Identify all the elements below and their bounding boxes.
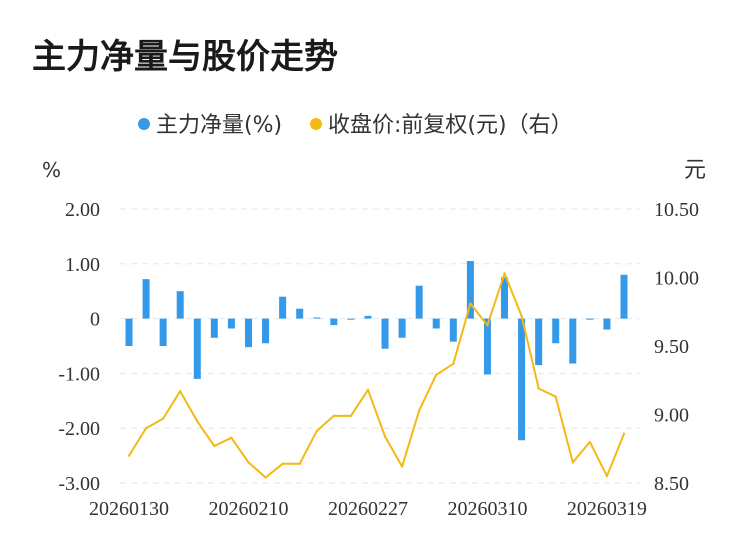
close-price-point: [400, 465, 404, 468]
main-force-bar: [552, 318, 560, 344]
close-price-line: [128, 272, 625, 479]
left-tick-label: 0: [90, 309, 100, 331]
x-tick-label: 20260319: [567, 498, 647, 520]
main-force-bar: [313, 317, 321, 319]
main-force-bar: [415, 285, 423, 319]
x-tick-label: 20260310: [447, 498, 527, 520]
close-price-point: [332, 414, 336, 418]
main-force-bar: [159, 318, 167, 346]
main-force-bar: [603, 318, 611, 330]
legend: 主力净量(%) 收盘价:前复权(元)（右）: [138, 113, 573, 138]
main-force-bar: [432, 318, 440, 329]
close-price-point: [281, 462, 284, 466]
legend-label-main-force: 主力净量(%): [156, 113, 282, 138]
left-tick-label: -2.00: [58, 418, 100, 440]
right-tick-label: 10.50: [654, 199, 699, 221]
close-price-point: [503, 272, 506, 275]
main-force-bar: [586, 318, 594, 320]
right-tick-label: 10.00: [654, 268, 699, 290]
x-tick-label: 20260210: [208, 498, 288, 520]
close-price-point: [179, 390, 182, 393]
main-force-bar: [501, 277, 509, 319]
close-price-point: [349, 414, 353, 418]
right-axis-unit: 元: [684, 158, 706, 183]
left-tick-label: -3.00: [58, 473, 100, 495]
close-price-point: [161, 417, 165, 420]
close-price-point: [469, 302, 472, 305]
close-price-point: [196, 420, 199, 423]
right-tick-label: 8.50: [654, 473, 689, 495]
right-axis-ticks: 10.50 10.00 9.50 9.00 8.50: [654, 199, 699, 495]
close-price-point: [230, 436, 233, 439]
legend-marker-main-force: [138, 118, 150, 130]
close-price-point: [366, 388, 370, 392]
right-tick-label: 9.00: [654, 405, 689, 427]
x-tick-label: 20260227: [328, 498, 408, 520]
right-tick-label: 9.50: [654, 336, 689, 358]
close-price-point: [383, 435, 387, 438]
left-tick-label: -1.00: [58, 363, 100, 385]
close-price-point: [537, 387, 540, 390]
close-price-point: [588, 440, 592, 444]
close-price-point: [571, 461, 574, 464]
main-force-bar: [193, 318, 201, 379]
close-price-point: [452, 362, 455, 366]
main-force-bar: [330, 318, 338, 326]
x-tick-label: 20260130: [89, 498, 169, 520]
chart-title: 主力净量与股价走势: [32, 37, 338, 77]
main-force-bar: [569, 318, 577, 364]
close-price-point: [417, 409, 421, 412]
main-force-bar: [244, 318, 252, 348]
left-tick-label: 1.00: [65, 254, 100, 276]
main-force-bars: [125, 261, 628, 441]
close-price-point: [554, 395, 557, 398]
close-price-point: [315, 429, 318, 433]
main-force-bar: [483, 318, 491, 375]
left-axis-ticks: 2.00 1.00 0 -1.00 -2.00 -3.00: [58, 199, 100, 495]
main-force-bar: [210, 318, 218, 338]
close-price-line-group: [127, 272, 626, 479]
close-price-point: [605, 474, 609, 478]
main-force-bar: [125, 318, 133, 346]
close-price-point: [247, 461, 250, 464]
main-force-bar: [227, 318, 235, 329]
main-force-bar: [347, 318, 355, 320]
close-price-point: [144, 427, 148, 430]
close-price-point: [435, 373, 438, 376]
close-price-point: [622, 432, 626, 435]
main-force-bar: [176, 291, 184, 319]
main-force-bar: [364, 315, 372, 319]
close-price-point: [127, 454, 131, 457]
main-force-bar: [279, 296, 287, 319]
left-tick-label: 2.00: [65, 199, 100, 221]
left-axis-unit: %: [42, 158, 61, 182]
close-price-point: [520, 314, 523, 318]
main-force-bar: [535, 318, 543, 366]
legend-marker-close-price: [310, 118, 322, 130]
close-price-point: [264, 476, 267, 479]
main-force-bar: [296, 308, 304, 319]
close-price-point: [298, 462, 301, 466]
main-force-bar: [262, 318, 270, 344]
main-force-bar: [466, 261, 474, 319]
main-force-bar: [398, 318, 406, 338]
main-force-bar: [381, 318, 389, 349]
close-price-point: [213, 444, 216, 448]
main-force-bar: [620, 274, 628, 319]
legend-label-close-price: 收盘价:前复权(元)（右）: [328, 113, 573, 138]
main-force-bar: [142, 279, 150, 319]
main-force-bar: [518, 318, 526, 441]
x-axis-ticks: 20260130 20260210 20260227 20260310 20260319: [89, 498, 647, 520]
close-price-point: [486, 324, 489, 327]
main-force-bar: [449, 318, 457, 342]
